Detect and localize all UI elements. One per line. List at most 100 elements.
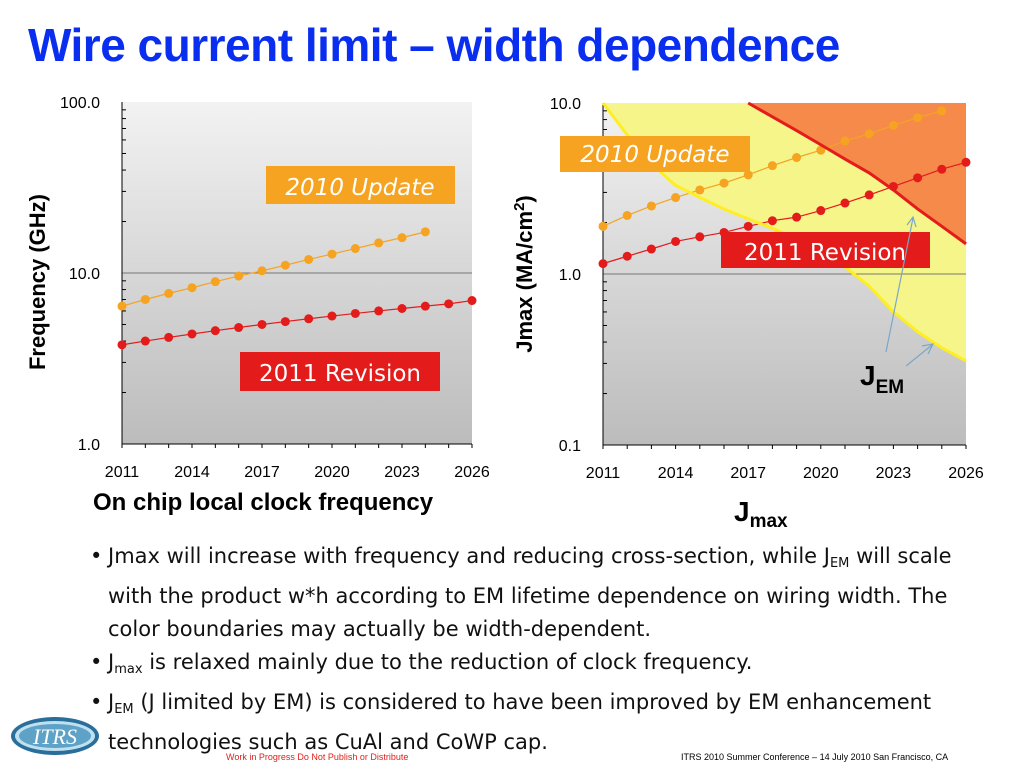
bullet-text: Jmax will increase with frequency and re… xyxy=(108,544,830,568)
x-tick-label: 2011 xyxy=(586,465,621,482)
bullet-dot: • xyxy=(90,544,103,568)
data-point xyxy=(140,294,150,304)
series-line xyxy=(121,299,473,346)
label-2011-revision-left: 2011 Revision xyxy=(240,352,440,391)
data-point xyxy=(888,120,898,130)
data-point xyxy=(327,311,337,321)
data-point xyxy=(864,190,874,200)
bullet-sub: EM xyxy=(829,556,850,571)
data-point xyxy=(671,193,681,203)
data-point xyxy=(622,251,632,261)
bullet-text: J xyxy=(108,650,115,674)
bullet-text: J xyxy=(108,690,115,714)
data-point xyxy=(234,271,244,281)
data-point xyxy=(840,136,850,146)
data-point xyxy=(374,306,384,316)
bullet-sub: EM xyxy=(114,702,134,717)
label-2010-update-left: 2010 Update xyxy=(266,166,455,204)
svg-text:2010 Update: 2010 Update xyxy=(580,142,729,168)
data-point xyxy=(257,319,267,329)
data-point xyxy=(598,259,608,269)
label-2010-update-right: 2010 Update xyxy=(560,136,750,172)
bullet-list: • Jmax will increase with frequency and … xyxy=(90,540,990,759)
data-point xyxy=(397,233,407,243)
data-point xyxy=(420,301,430,311)
jmax-gridlines xyxy=(602,110,967,449)
data-point xyxy=(792,212,802,222)
footer-conference: ITRS 2010 Summer Conference – 14 July 20… xyxy=(681,752,949,762)
jmax-chart: 2011 2014 2017 2020 2023 2026 0.1 1.0 10.0 Jmax … xyxy=(511,96,984,482)
data-point xyxy=(234,323,244,333)
data-point xyxy=(913,173,923,183)
data-point xyxy=(695,185,705,195)
svg-text:ITRS: ITRS xyxy=(32,724,77,749)
svg-text:2011 Revision: 2011 Revision xyxy=(259,361,421,387)
data-point xyxy=(961,157,971,167)
data-point xyxy=(937,106,947,116)
data-point xyxy=(719,178,729,188)
slide-title: Wire current limit – width dependence xyxy=(28,19,840,71)
data-point xyxy=(350,244,360,254)
x-tick-label: 2023 xyxy=(876,465,912,482)
bullet-dot: • xyxy=(90,690,103,714)
data-point xyxy=(140,336,150,346)
svg-text:2010 Update: 2010 Update xyxy=(285,175,434,201)
y-tick-label: 0.1 xyxy=(559,438,581,455)
data-point xyxy=(937,164,947,174)
data-point xyxy=(257,266,267,276)
data-point xyxy=(304,314,314,324)
jem-boundary-line xyxy=(747,101,967,246)
data-point xyxy=(646,244,656,254)
frequency-y-label: Frequency (GHz) xyxy=(25,194,50,370)
x-tick-label: 2020 xyxy=(314,464,350,481)
jmax-y-label: Jmax (MA/cm2) xyxy=(511,195,537,353)
y-tick-label: 100.0 xyxy=(60,95,100,112)
bullet-item: • Jmax will increase with frequency and … xyxy=(90,540,990,646)
bullet-item: • Jmax is relaxed mainly due to the redu… xyxy=(90,646,990,686)
x-tick-label: 2020 xyxy=(803,465,839,482)
bullet-sub: max xyxy=(114,662,143,677)
data-point xyxy=(374,238,384,248)
jmax-caption: Jmax xyxy=(734,496,788,533)
data-point xyxy=(350,308,360,318)
y-tick-label: 1.0 xyxy=(559,267,581,284)
data-point xyxy=(792,153,802,163)
data-point xyxy=(743,170,753,180)
data-point xyxy=(117,340,127,350)
label-2011-revision-right: 2011 Revision xyxy=(721,232,930,268)
data-point xyxy=(280,260,290,270)
frequency-gridlines xyxy=(121,109,473,448)
data-point xyxy=(622,210,632,220)
data-point xyxy=(646,201,656,211)
jmax-caption-sub: max xyxy=(749,511,788,532)
data-point xyxy=(420,227,430,237)
bullet-text: is relaxed mainly due to the reduction o… xyxy=(142,650,753,674)
x-tick-label: 2011 xyxy=(105,464,140,481)
data-point xyxy=(164,288,174,298)
x-tick-label: 2023 xyxy=(384,464,420,481)
data-point xyxy=(117,301,127,311)
data-point xyxy=(840,198,850,208)
jmax-red-zone xyxy=(748,103,966,244)
jem-annotation: JEM xyxy=(860,215,935,398)
footer-disclaimer: Work in Progress Do Not Publish or Distr… xyxy=(226,752,409,762)
data-point xyxy=(695,232,705,242)
y-tick-label: 10.0 xyxy=(550,96,581,113)
data-point xyxy=(816,206,826,216)
itrs-logo: ITRS xyxy=(11,717,99,755)
frequency-chart: 2011 2014 2017 2020 2023 2026 1.0 10.0 100.0 Fre… xyxy=(25,95,490,481)
bullet-text: (J limited by EM) is considered to have … xyxy=(108,690,932,754)
frequency-ticks: 2011 2014 2017 2020 2023 2026 1.0 10.0 100.0 xyxy=(60,95,490,481)
x-tick-label: 2017 xyxy=(244,464,280,481)
data-point xyxy=(164,332,174,342)
x-tick-label: 2017 xyxy=(730,465,766,482)
data-point xyxy=(187,283,197,293)
data-point xyxy=(187,329,197,339)
data-point xyxy=(767,216,777,226)
jmax-ticks: 2011 2014 2017 2020 2023 2026 0.1 1.0 10.0 xyxy=(550,96,984,482)
bullet-text: will scale with the product w*h accordin… xyxy=(108,544,952,641)
data-point xyxy=(816,145,826,155)
data-point xyxy=(327,249,337,259)
y-tick-label: 1.0 xyxy=(78,437,100,454)
data-point xyxy=(397,304,407,314)
